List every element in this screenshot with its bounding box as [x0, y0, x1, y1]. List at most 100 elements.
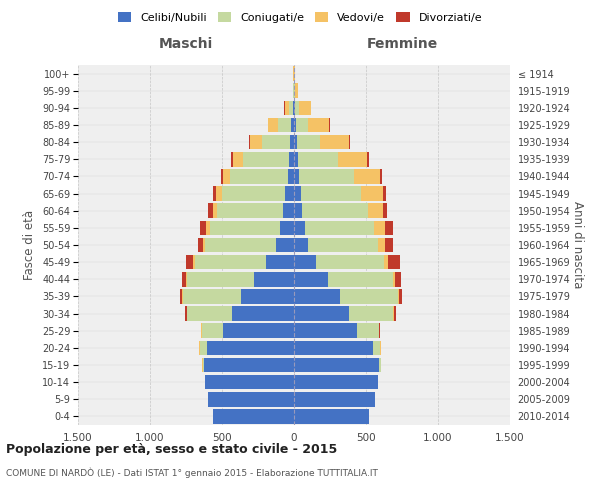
Bar — [294, 169, 299, 184]
Bar — [233, 152, 243, 166]
Bar — [200, 340, 207, 355]
Bar — [338, 152, 367, 166]
Bar — [349, 135, 350, 150]
Bar — [182, 289, 183, 304]
Bar — [394, 306, 395, 321]
Bar — [294, 358, 379, 372]
Bar — [305, 220, 374, 235]
Bar — [243, 152, 289, 166]
Bar — [183, 289, 241, 304]
Bar — [200, 220, 206, 235]
Bar — [196, 255, 266, 270]
Bar — [320, 135, 349, 150]
Bar — [280, 220, 294, 235]
Bar — [294, 272, 328, 286]
Bar — [340, 289, 398, 304]
Bar — [385, 220, 392, 235]
Bar — [203, 358, 204, 372]
Bar — [186, 272, 187, 286]
Bar — [180, 289, 182, 304]
Bar — [294, 324, 358, 338]
Bar — [207, 340, 294, 355]
Bar — [294, 204, 302, 218]
Bar — [294, 100, 295, 115]
Bar — [295, 100, 299, 115]
Bar — [223, 169, 230, 184]
Bar — [294, 255, 316, 270]
Bar — [286, 186, 294, 201]
Bar — [297, 135, 320, 150]
Bar — [294, 220, 305, 235]
Bar — [232, 306, 294, 321]
Bar — [358, 324, 379, 338]
Bar — [249, 135, 250, 150]
Bar — [230, 169, 287, 184]
Bar — [182, 272, 186, 286]
Bar — [294, 409, 369, 424]
Bar — [379, 358, 381, 372]
Bar — [294, 340, 373, 355]
Bar — [294, 186, 301, 201]
Bar — [380, 169, 382, 184]
Bar — [284, 100, 289, 115]
Bar — [328, 272, 392, 286]
Bar — [294, 118, 296, 132]
Bar — [299, 169, 354, 184]
Bar — [374, 220, 385, 235]
Bar — [287, 169, 294, 184]
Bar — [367, 152, 369, 166]
Bar — [276, 238, 294, 252]
Bar — [292, 118, 294, 132]
Bar — [293, 100, 294, 115]
Bar — [379, 324, 380, 338]
Bar — [294, 238, 308, 252]
Bar — [210, 220, 280, 235]
Bar — [296, 118, 308, 132]
Bar — [399, 289, 402, 304]
Bar — [214, 409, 294, 424]
Bar — [295, 84, 298, 98]
Bar — [294, 289, 340, 304]
Bar — [349, 306, 394, 321]
Bar — [283, 204, 294, 218]
Bar — [299, 100, 311, 115]
Bar — [268, 118, 278, 132]
Bar — [208, 204, 212, 218]
Bar — [232, 152, 233, 166]
Bar — [214, 186, 216, 201]
Bar — [373, 340, 380, 355]
Bar — [223, 324, 294, 338]
Bar — [222, 186, 286, 201]
Bar — [398, 289, 399, 304]
Bar — [308, 238, 377, 252]
Bar — [241, 289, 294, 304]
Y-axis label: Anni di nascita: Anni di nascita — [571, 202, 584, 288]
Bar — [302, 204, 368, 218]
Bar — [298, 152, 338, 166]
Bar — [266, 255, 294, 270]
Bar — [329, 118, 330, 132]
Text: Femmine: Femmine — [367, 38, 437, 52]
Bar — [294, 375, 377, 390]
Bar — [289, 100, 293, 115]
Bar — [354, 169, 380, 184]
Bar — [384, 255, 388, 270]
Bar — [368, 204, 383, 218]
Legend: Celibi/Nubili, Coniugati/e, Vedovi/e, Divorziati/e: Celibi/Nubili, Coniugati/e, Vedovi/e, Di… — [113, 8, 487, 28]
Bar — [316, 255, 384, 270]
Bar — [262, 135, 290, 150]
Bar — [250, 135, 262, 150]
Bar — [205, 375, 294, 390]
Bar — [278, 118, 292, 132]
Bar — [187, 272, 254, 286]
Bar — [294, 135, 297, 150]
Bar — [254, 272, 294, 286]
Bar — [217, 204, 283, 218]
Bar — [185, 306, 187, 321]
Bar — [294, 306, 349, 321]
Bar — [383, 204, 387, 218]
Bar — [301, 186, 361, 201]
Bar — [308, 118, 329, 132]
Bar — [186, 255, 193, 270]
Bar — [395, 272, 401, 286]
